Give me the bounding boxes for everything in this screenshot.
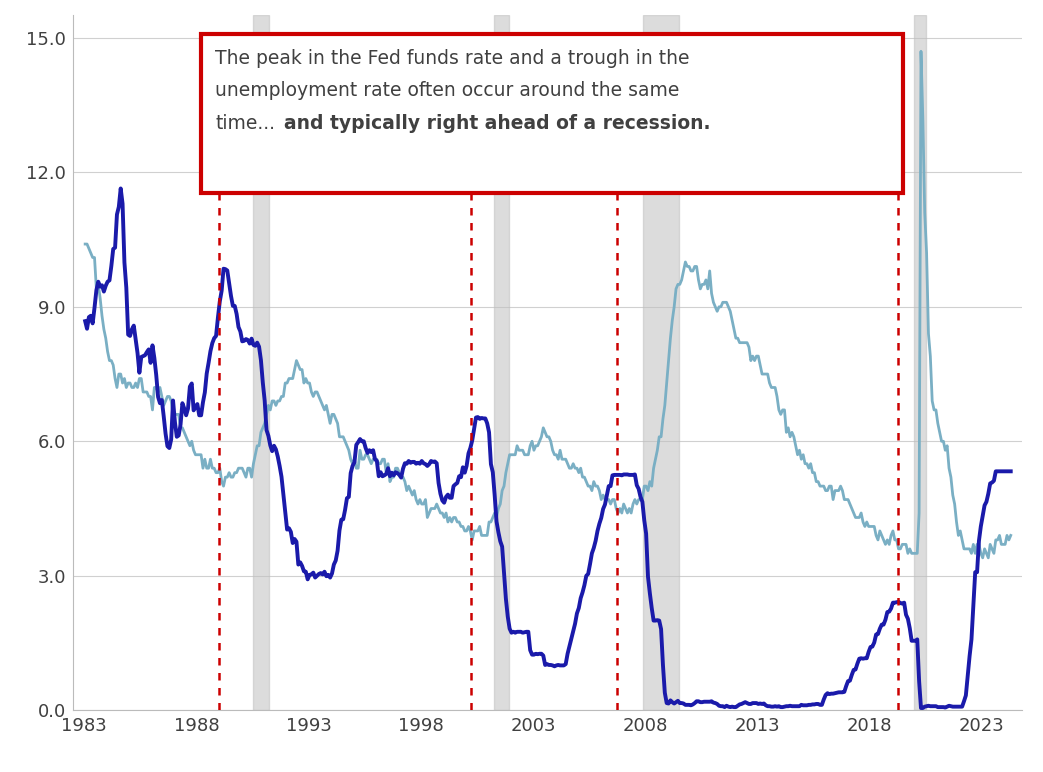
Bar — [644, 15, 679, 710]
Text: The peak in the Fed funds rate and a trough in the: The peak in the Fed funds rate and a tro… — [215, 49, 689, 68]
Text: and typically right ahead of a recession.: and typically right ahead of a recession… — [284, 114, 710, 133]
Bar — [252, 15, 269, 710]
Bar — [915, 15, 925, 710]
Text: unemployment rate often occur around the same: unemployment rate often occur around the… — [215, 82, 680, 100]
Text: time...: time... — [215, 114, 275, 133]
FancyBboxPatch shape — [201, 34, 903, 193]
Bar — [493, 15, 509, 710]
